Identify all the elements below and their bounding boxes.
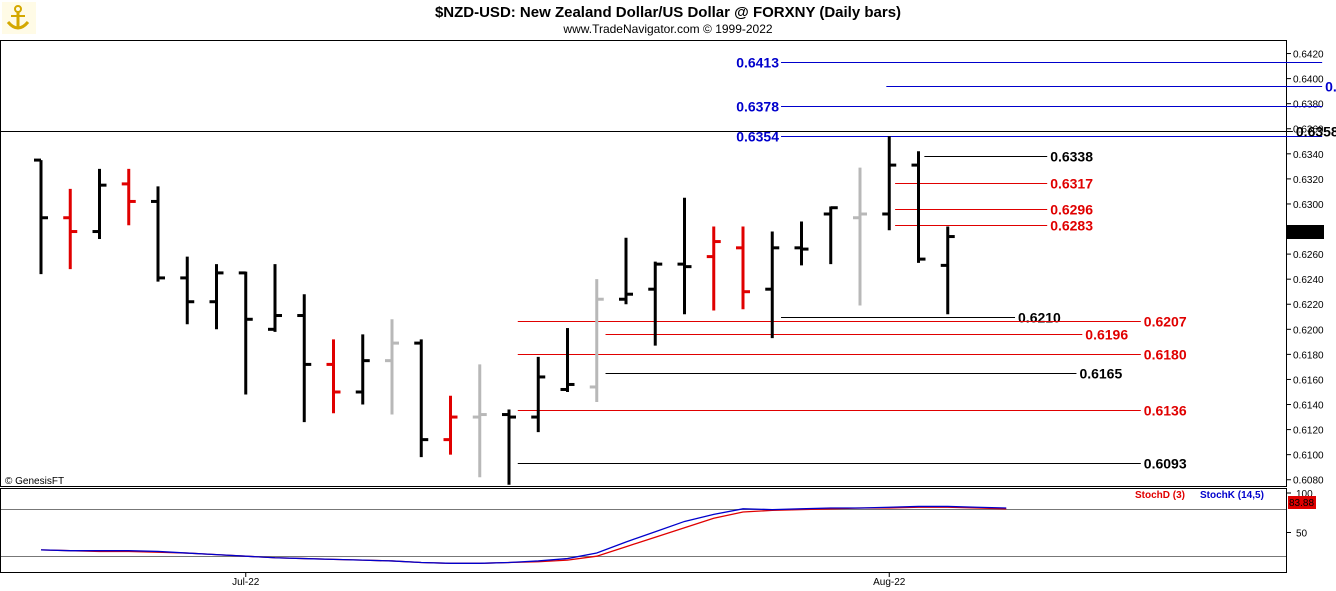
price-levels: 0.6413 0.6394 0.6378 0.6354 0.6358 0.6338 0.63… <box>1 55 1336 472</box>
logo-icon <box>2 2 36 34</box>
ohlc-bar <box>648 261 663 346</box>
last-price-marker: 0.6274 <box>1287 225 1324 239</box>
price-tick-label: 0.6380 <box>1293 100 1324 111</box>
price-tick-label: 0.6260 <box>1293 250 1324 261</box>
stoch-d-legend: StochD (3) <box>1135 490 1185 501</box>
ohlc-bar <box>502 409 516 485</box>
level-label: 0.6180 <box>1144 347 1187 363</box>
price-tick-label: 0.6320 <box>1293 175 1324 186</box>
price-tick-label: 0.6180 <box>1293 350 1324 361</box>
ohlc-bar <box>443 395 458 455</box>
level-label: 0.6378 <box>736 99 779 115</box>
level-label: 0.6338 <box>1050 149 1093 165</box>
level-label: 0.6210 <box>1018 310 1061 326</box>
ohlc-bar <box>209 264 224 330</box>
ohlc-bar <box>619 237 633 305</box>
level-label: 0.6358 <box>1296 124 1336 140</box>
ohlc-bar <box>736 226 750 310</box>
stoch-tick-label: 50 <box>1296 529 1308 540</box>
ohlc-bar <box>385 319 399 415</box>
time-axis-labels: Jul-22 Aug-22 <box>232 572 906 588</box>
price-tick-label: 0.6140 <box>1293 401 1324 412</box>
ohlc-bar <box>238 271 253 395</box>
time-tick-label: Jul-22 <box>232 577 260 588</box>
stoch-k-legend: StochK (14,5) <box>1200 490 1264 501</box>
level-label: 0.6413 <box>736 55 779 71</box>
price-tick-label: 0.6120 <box>1293 426 1324 437</box>
ohlc-bar <box>34 158 48 275</box>
price-tick-label: 0.6360 <box>1293 125 1324 136</box>
ohlc-bars <box>34 136 955 485</box>
ohlc-bar <box>940 226 955 315</box>
ohlc-bar <box>531 356 546 433</box>
copyright-label: © GenesisFT <box>5 476 64 487</box>
price-tick-label: 0.6160 <box>1293 375 1324 386</box>
level-label: 0.6196 <box>1085 327 1128 343</box>
ohlc-bar <box>121 168 136 226</box>
ohlc-bar <box>268 264 282 332</box>
stoch-k-line <box>40 505 1007 564</box>
ohlc-bar <box>472 364 487 478</box>
last-price-box <box>1287 225 1324 239</box>
ohlc-bar <box>180 256 195 325</box>
ohlc-bar <box>560 328 575 392</box>
level-label: 0.6093 <box>1144 456 1187 472</box>
ohlc-bar <box>882 136 897 231</box>
level-label: 0.6207 <box>1144 314 1187 330</box>
stoch-tick-label: 100 <box>1296 489 1313 500</box>
ohlc-bar <box>414 339 429 458</box>
price-axis: 0.6420 0.6400 0.6380 0.6360 0.6340 0.6320 0.63… <box>1286 50 1324 487</box>
price-tick-label: 0.6300 <box>1293 200 1324 211</box>
level-label: 0.6354 <box>736 129 779 145</box>
ohlc-bar <box>794 221 809 266</box>
price-tick-label: 0.6420 <box>1293 50 1324 61</box>
ohlc-bar <box>765 231 780 339</box>
ohlc-bar <box>706 226 721 311</box>
ohlc-bar <box>589 279 604 403</box>
level-label: 0.6165 <box>1079 366 1122 382</box>
price-panel-frame <box>0 40 1287 487</box>
stoch-panel-frame <box>0 488 1287 573</box>
chart-title: $NZD-USD: New Zealand Dollar/US Dollar @… <box>435 4 901 21</box>
ohlc-bar <box>151 186 165 282</box>
price-tick-label: 0.6400 <box>1293 75 1324 86</box>
level-label: 0.6283 <box>1050 218 1093 234</box>
ohlc-bar <box>92 168 107 240</box>
ohlc-bar <box>355 334 370 405</box>
ohlc-bar <box>853 167 867 306</box>
stoch-d-line <box>40 506 1007 564</box>
stoch-value-label: 83.88 <box>1289 498 1314 509</box>
ohlc-bar <box>677 197 692 315</box>
time-tick-label: Aug-22 <box>873 577 906 588</box>
level-label: 0.6136 <box>1144 403 1187 419</box>
price-tick-label: 0.6340 <box>1293 150 1324 161</box>
price-tick-label: 0.6100 <box>1293 451 1324 462</box>
last-price-label: 0.6274 <box>1289 228 1320 239</box>
level-label: 0.6317 <box>1050 176 1093 192</box>
ohlc-bar <box>911 151 926 263</box>
price-tick-label: 0.6200 <box>1293 325 1324 336</box>
chart-subtitle: www.TradeNavigator.com © 1999-2022 <box>562 22 772 36</box>
stochastic-panel: 100 50 StochD (3) StochK (14,5) 83.88 <box>1 489 1316 564</box>
price-tick-label: 0.6080 <box>1293 476 1324 487</box>
price-tick-label: 0.6220 <box>1293 300 1324 311</box>
ohlc-bar <box>823 206 838 265</box>
ohlc-bar <box>297 294 312 423</box>
level-label: 0.6394 <box>1325 79 1336 95</box>
ohlc-bar <box>326 339 341 414</box>
stoch-value-box <box>1288 496 1316 509</box>
ohlc-bar <box>63 188 78 270</box>
price-tick-label: 0.6240 <box>1293 275 1324 286</box>
level-label: 0.6296 <box>1050 202 1093 218</box>
